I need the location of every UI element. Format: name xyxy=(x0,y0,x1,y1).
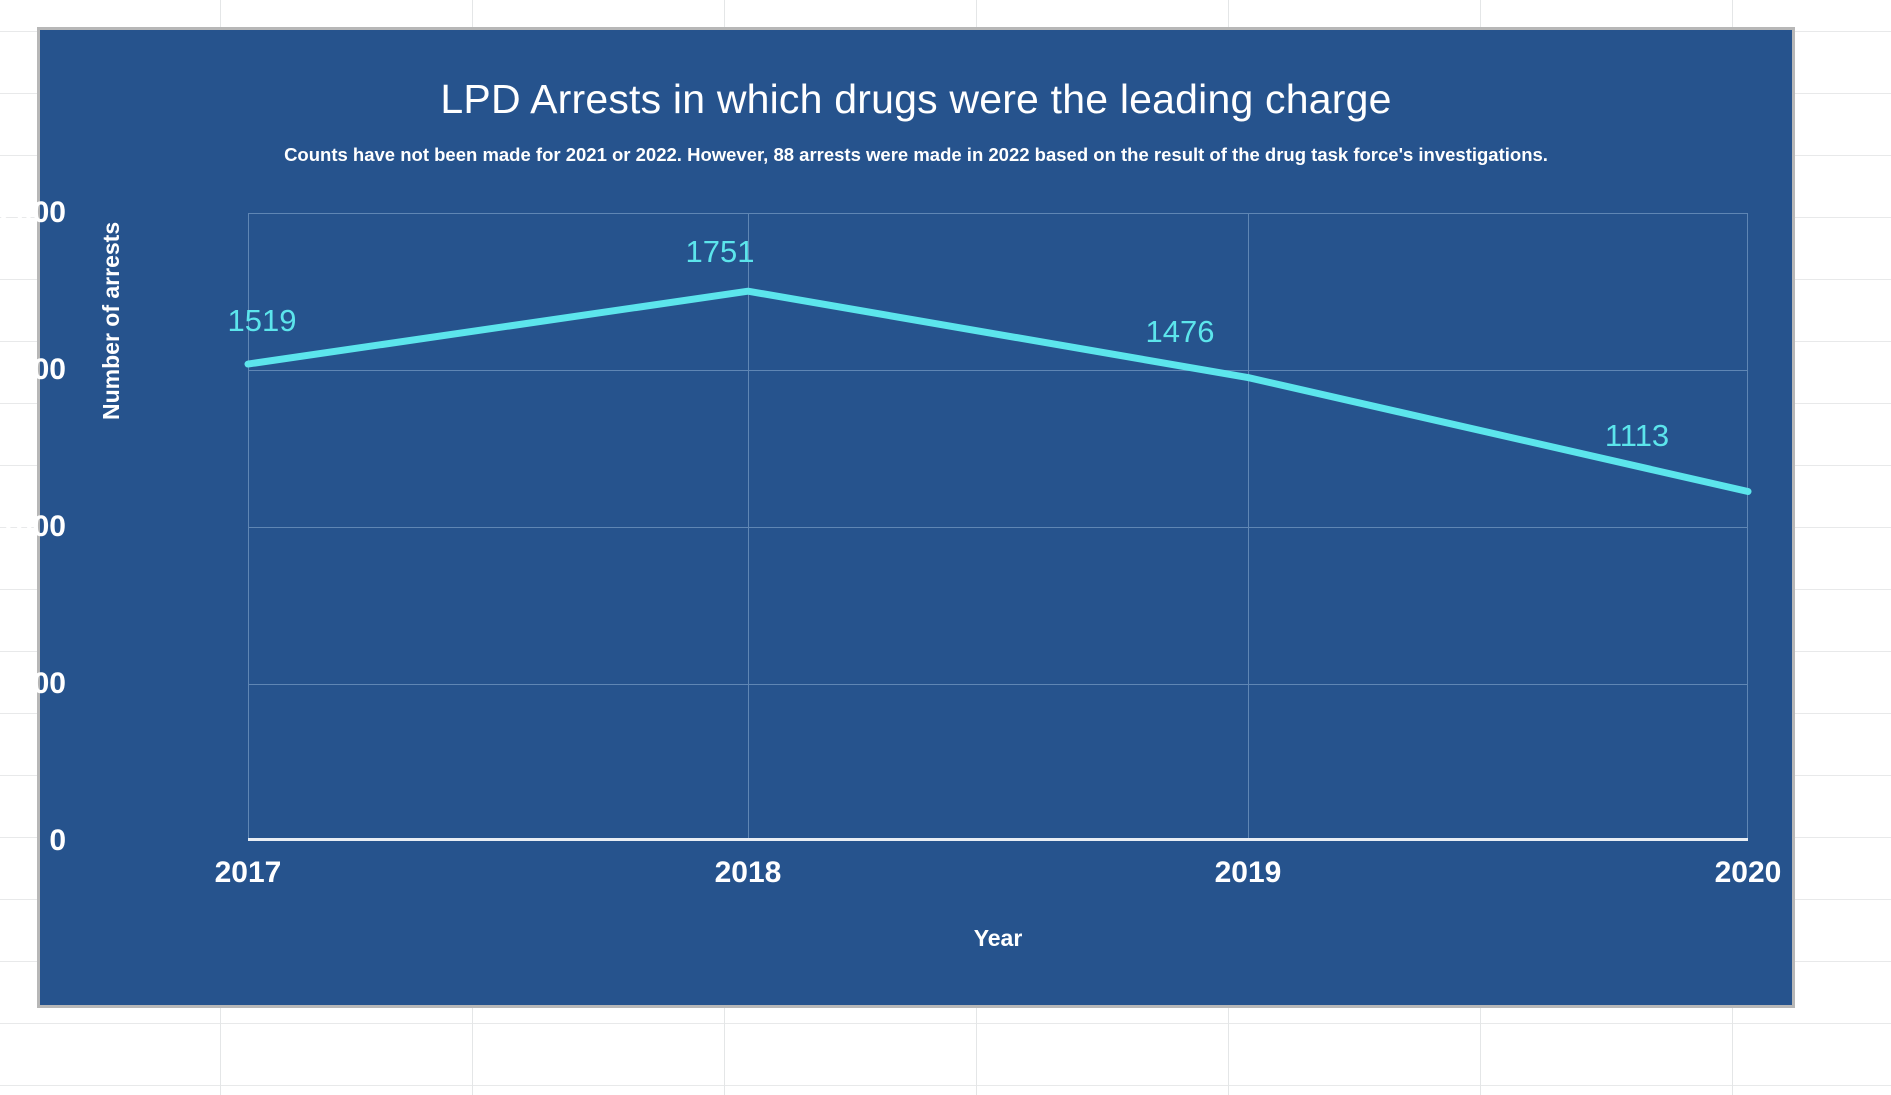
gridline-y-1000 xyxy=(248,527,1748,528)
x-axis-tick-2018: 2018 xyxy=(714,856,782,889)
gridline-x-2019 xyxy=(1248,213,1249,841)
y-axis-title: Number of arrests xyxy=(98,221,124,420)
chart-object[interactable]: LPD Arrests in which drugs were the lead… xyxy=(0,27,1795,1008)
series-line-number-of-arrests xyxy=(244,287,1752,496)
x-axis-title: Year xyxy=(973,925,1023,951)
x-axis-tick-2017: 2017 xyxy=(214,856,282,889)
axis-baseline xyxy=(248,838,1748,841)
y-axis-tick-1000: 1000 xyxy=(0,510,66,543)
data-label-2020: 1113 xyxy=(1604,418,1670,453)
y-axis-tick-2000: 2000 xyxy=(0,196,66,229)
x-axis-tick-2020: 2020 xyxy=(1714,856,1782,889)
data-label-2019: 1476 xyxy=(1145,314,1215,349)
data-label-2017: 1519 xyxy=(227,303,297,338)
x-axis-tick-2019: 2019 xyxy=(1214,856,1282,889)
y-axis-tick-1500: 1500 xyxy=(0,353,66,386)
gridline-y-1500 xyxy=(248,370,1748,371)
y-axis-tick-0: 0 xyxy=(49,824,66,857)
plot-area xyxy=(244,213,1752,841)
y-axis-tick-500: 500 xyxy=(15,667,66,700)
gridline-y-500 xyxy=(248,684,1748,685)
data-label-2018: 1751 xyxy=(685,234,755,269)
chart-title: LPD Arrests in which drugs were the lead… xyxy=(440,76,1392,122)
chart-subtitle: Counts have not been made for 2021 or 20… xyxy=(284,144,1548,165)
gridline-x-2018 xyxy=(748,213,749,841)
chart-canvas: LPD Arrests in which drugs were the lead… xyxy=(0,30,1792,1005)
